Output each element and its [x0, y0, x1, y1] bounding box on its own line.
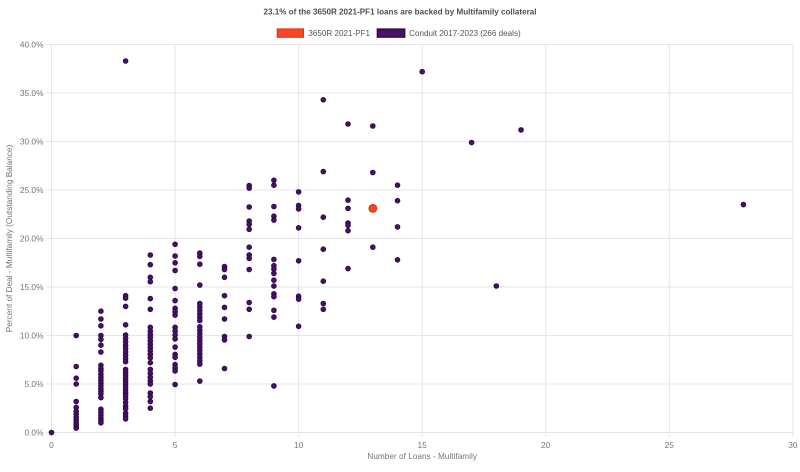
svg-text:30: 30 [788, 440, 798, 450]
svg-text:25.0%: 25.0% [20, 185, 44, 195]
svg-text:20.0%: 20.0% [20, 233, 44, 243]
svg-text:35.0%: 35.0% [20, 88, 44, 98]
svg-text:30.0%: 30.0% [20, 136, 44, 146]
svg-text:Number of Loans - Multifamily: Number of Loans - Multifamily [367, 452, 477, 461]
svg-text:10: 10 [294, 440, 304, 450]
svg-text:Percent of Deal - Multifamily: Percent of Deal - Multifamily (Outstandi… [5, 144, 14, 332]
svg-text:20: 20 [541, 440, 551, 450]
svg-text:15: 15 [418, 440, 428, 450]
svg-text:25: 25 [665, 440, 675, 450]
svg-text:Conduit 2017-2023 (266 deals): Conduit 2017-2023 (266 deals) [409, 29, 521, 38]
svg-text:23.1% of the 3650R 2021-PF1 lo: 23.1% of the 3650R 2021-PF1 loans are ba… [263, 7, 536, 16]
svg-text:40.0%: 40.0% [20, 39, 44, 49]
svg-text:10.0%: 10.0% [20, 330, 44, 340]
svg-text:5: 5 [173, 440, 178, 450]
svg-text:0.0%: 0.0% [24, 427, 44, 437]
svg-text:5.0%: 5.0% [24, 379, 44, 389]
svg-text:0: 0 [49, 440, 54, 450]
svg-text:3650R 2021-PF1: 3650R 2021-PF1 [308, 29, 370, 38]
svg-text:15.0%: 15.0% [20, 282, 44, 292]
